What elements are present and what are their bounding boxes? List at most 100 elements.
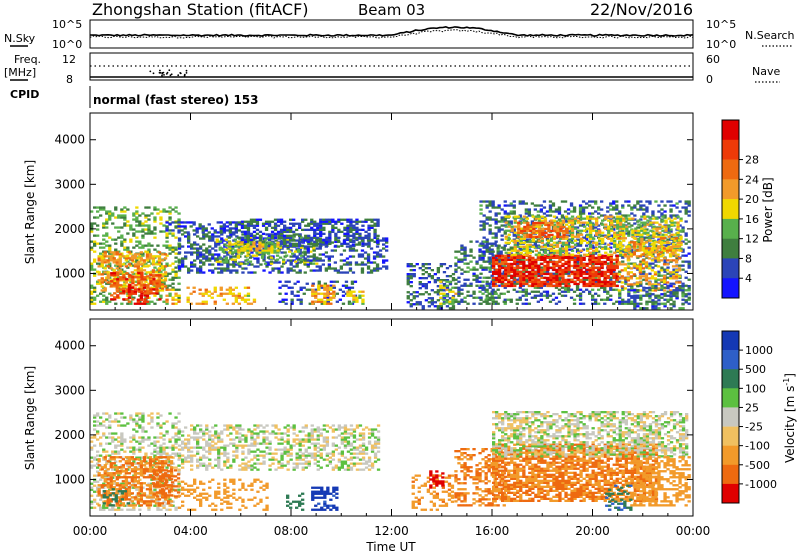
heatmap-cell [481,242,485,245]
heatmap-cell [439,286,443,289]
nave-point [161,74,163,77]
heatmap-cell [454,300,458,303]
heatmap-cell [519,278,523,282]
heatmap-cell [636,296,640,299]
heatmap-cell [463,262,467,265]
heatmap-cell [323,288,327,291]
heatmap-cell [506,290,510,293]
heatmap-cell [436,269,441,272]
heatmap-cell [439,280,443,283]
heatmap-cell [348,261,353,264]
heatmap-cell [307,236,311,240]
heatmap-cell [303,257,307,260]
heatmap-cell [488,298,492,301]
heatmap-cell [522,215,527,218]
heatmap-cell [193,265,197,268]
heatmap-cell [347,286,352,289]
heatmap-cell [666,298,670,301]
heatmap-cell [603,280,607,284]
heatmap-cell [579,229,584,232]
heatmap-cell [554,210,559,213]
heatmap-cell [234,225,239,228]
heatmap-cell [512,200,516,203]
heatmap-cell [500,218,504,221]
heatmap-cell [327,259,332,262]
heatmap-cell [648,264,652,267]
heatmap-cell [540,241,545,244]
heatmap-cell [367,226,371,230]
heatmap-cell [136,257,141,260]
heatmap-cell [630,300,634,303]
heatmap-cell [151,269,156,272]
heatmap-cell [513,284,517,288]
heatmap-cell [536,210,541,213]
heatmap-cell [657,260,661,263]
heatmap-cell [540,262,544,266]
heatmap-cell [125,298,129,301]
heatmap-cell [149,292,153,295]
heatmap-cell [654,278,658,281]
heatmap-cell [360,253,365,256]
heatmap-cell [136,298,141,301]
heatmap-cell [409,275,413,278]
heatmap-cell [663,204,667,207]
heatmap-cell [515,258,519,261]
heatmap-cell [619,253,623,256]
heatmap-cell [512,234,516,237]
heatmap-cell [581,302,586,305]
heatmap-cell [119,284,123,287]
heatmap-cell [137,282,141,285]
heatmap-cell [607,237,611,240]
heatmap-cell [375,237,380,240]
heatmap-cell [528,260,532,264]
heatmap-cell [309,250,313,253]
heatmap-cell [289,218,293,221]
heatmap-cell [168,284,172,287]
heatmap-cell [531,266,535,270]
heatmap-cell [445,279,450,282]
heatmap-cell [597,258,601,262]
heatmap-cell [125,272,129,275]
heatmap-cell [528,266,532,270]
heatmap-cell [463,300,467,303]
heatmap-cell [349,290,353,293]
heatmap-cell [615,260,619,264]
heatmap-cell [448,307,453,310]
heatmap-cell [678,286,682,289]
heatmap-cell [213,288,217,291]
heatmap-cell [290,298,294,301]
heatmap-cell [199,269,203,272]
heatmap-cell [303,239,307,242]
heatmap-cell [241,267,245,270]
heatmap-cell [201,292,205,295]
heatmap-cell [248,256,253,259]
heatmap-cell [270,251,274,254]
heatmap-cell [90,268,94,271]
heatmap-cell [316,224,320,227]
heatmap-cell [296,290,300,293]
heatmap-cell [335,300,340,303]
heatmap-cell [289,267,293,270]
heatmap-cell [246,302,251,305]
heatmap-cell [279,220,284,223]
heatmap-cell [241,271,245,274]
heatmap-cell [460,300,464,303]
heatmap-cell [591,258,595,262]
heatmap-cell [245,254,250,257]
heatmap-cell [576,215,581,218]
heatmap-cell [475,240,479,243]
heatmap-cell [171,246,175,249]
heatmap-cell [189,221,193,224]
heatmap-cell [108,236,112,239]
heatmap-cell [582,262,586,266]
heatmap-cell [481,292,485,295]
heatmap-cell [155,284,159,287]
heatmap-cell [325,242,329,246]
heatmap-cell [492,256,496,260]
heatmap-cell [607,233,611,236]
heatmap-cell [506,204,510,207]
heatmap-cell [208,251,212,254]
heatmap-cell [258,218,263,221]
heatmap-cell [93,216,97,219]
heatmap-cell [222,292,227,295]
